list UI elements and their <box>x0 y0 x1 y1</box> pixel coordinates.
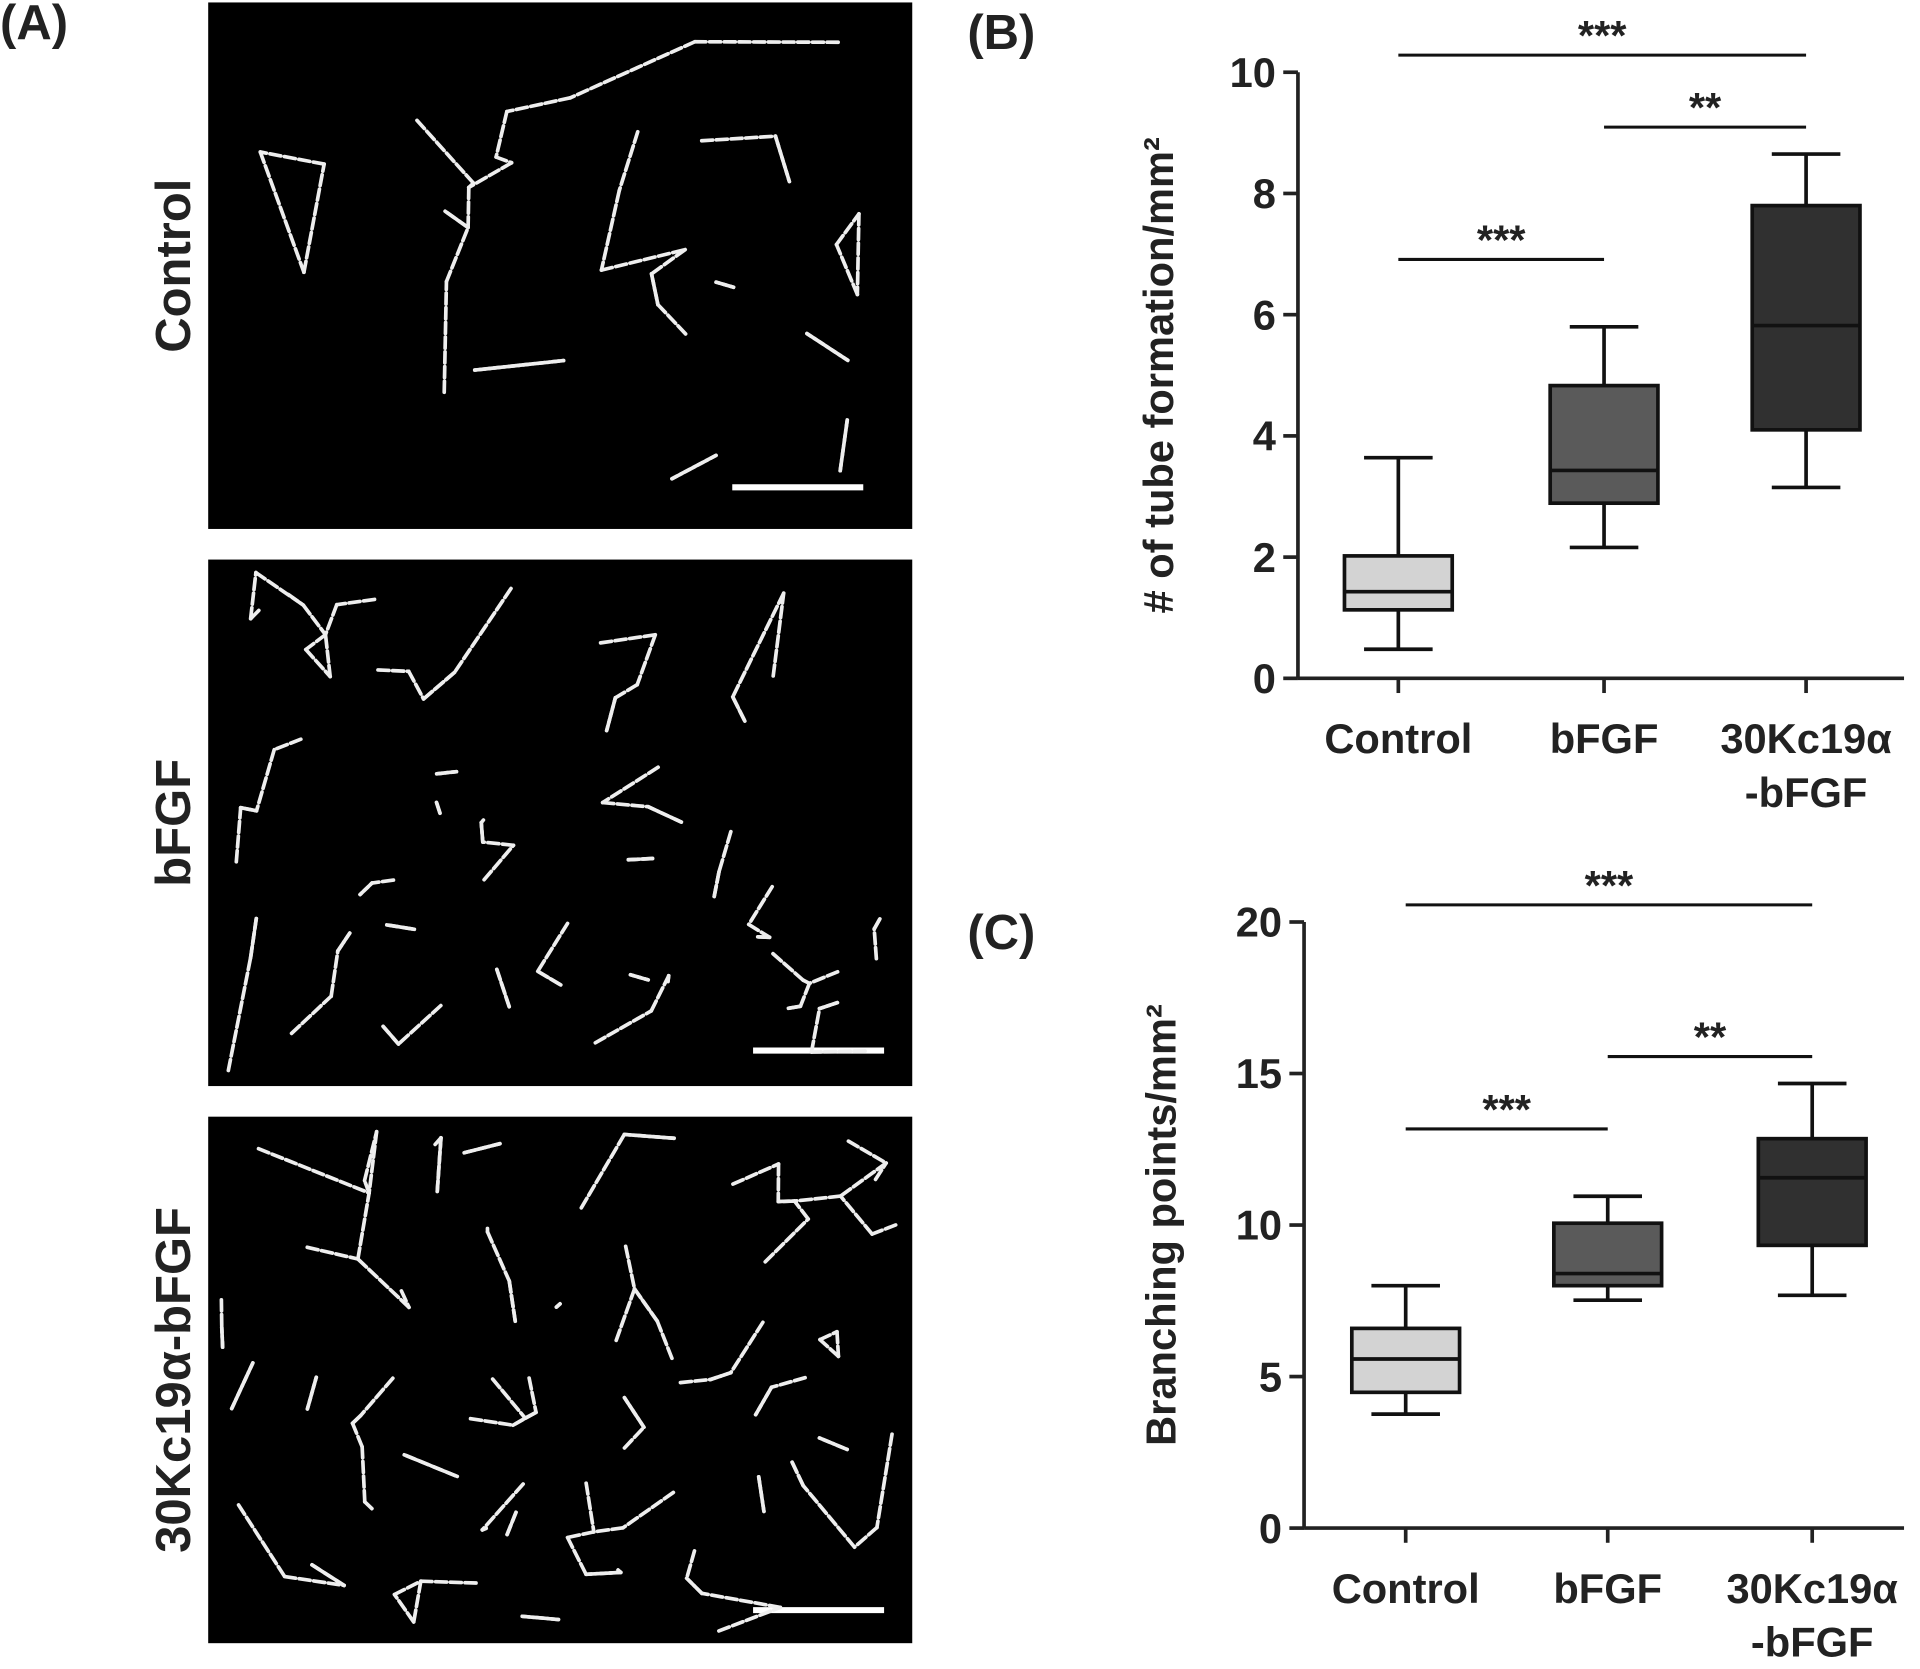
micrograph <box>208 2 912 529</box>
vessel <box>811 1051 865 1052</box>
vessel <box>437 772 457 774</box>
y-tick-label: 10 <box>1230 49 1276 96</box>
y-axis-label: # of tube formation/mm² <box>1135 137 1182 613</box>
x-tick-label: 30Kc19α -bFGF <box>1671 713 1920 821</box>
panel-label: (B) <box>967 6 1035 60</box>
x-tick-label-box: 30Kc19α -bFGF <box>1671 713 1920 835</box>
y-tick-label: 10 <box>1236 1202 1282 1249</box>
box <box>1554 1223 1662 1285</box>
box <box>1344 556 1452 610</box>
y-tick-label: 8 <box>1253 170 1276 217</box>
row-label: 30Kc19α-bFGF <box>147 1207 201 1553</box>
vessel <box>444 282 446 393</box>
panel-label: (A) <box>0 0 68 50</box>
vessel <box>378 670 409 671</box>
box <box>1752 206 1860 430</box>
row-label: Control <box>147 179 201 353</box>
y-tick-label: 2 <box>1253 534 1276 581</box>
vessel <box>468 187 469 227</box>
vessel <box>586 1572 621 1574</box>
micrograph <box>208 560 912 1087</box>
significance-label: *** <box>1477 217 1526 264</box>
y-tick-label: 0 <box>1253 655 1276 702</box>
y-tick-label: 6 <box>1253 291 1276 338</box>
vessel <box>481 823 483 842</box>
significance-label: *** <box>1578 12 1627 59</box>
x-tick-label: 30Kc19α -bFGF <box>1678 1562 1920 1664</box>
vessel <box>857 214 859 295</box>
vessel <box>874 929 876 959</box>
y-tick-label: 4 <box>1253 413 1276 460</box>
vessel <box>788 1006 800 1008</box>
vessel <box>222 1327 223 1347</box>
significance-label: ** <box>1694 1014 1727 1061</box>
box <box>1758 1139 1866 1246</box>
panel-label: (C) <box>967 906 1035 960</box>
y-axis-label: Branching points/mm² <box>1137 1004 1184 1446</box>
significance-label: ** <box>1689 84 1722 131</box>
box <box>1550 386 1658 504</box>
vessel <box>556 1304 560 1307</box>
significance-label: *** <box>1482 1086 1531 1133</box>
y-tick-label: 15 <box>1236 1050 1282 1097</box>
x-tick-label-box: 30Kc19α -bFGF <box>1678 1562 1920 1664</box>
vessel <box>628 859 652 860</box>
vessel <box>837 1332 838 1357</box>
micrographs <box>208 2 912 1643</box>
y-tick-label: 5 <box>1259 1353 1282 1400</box>
row-label: bFGF <box>147 759 201 887</box>
y-tick-label: 20 <box>1236 899 1282 946</box>
y-tick-label: 0 <box>1259 1505 1282 1552</box>
significance-label: *** <box>1585 862 1634 909</box>
